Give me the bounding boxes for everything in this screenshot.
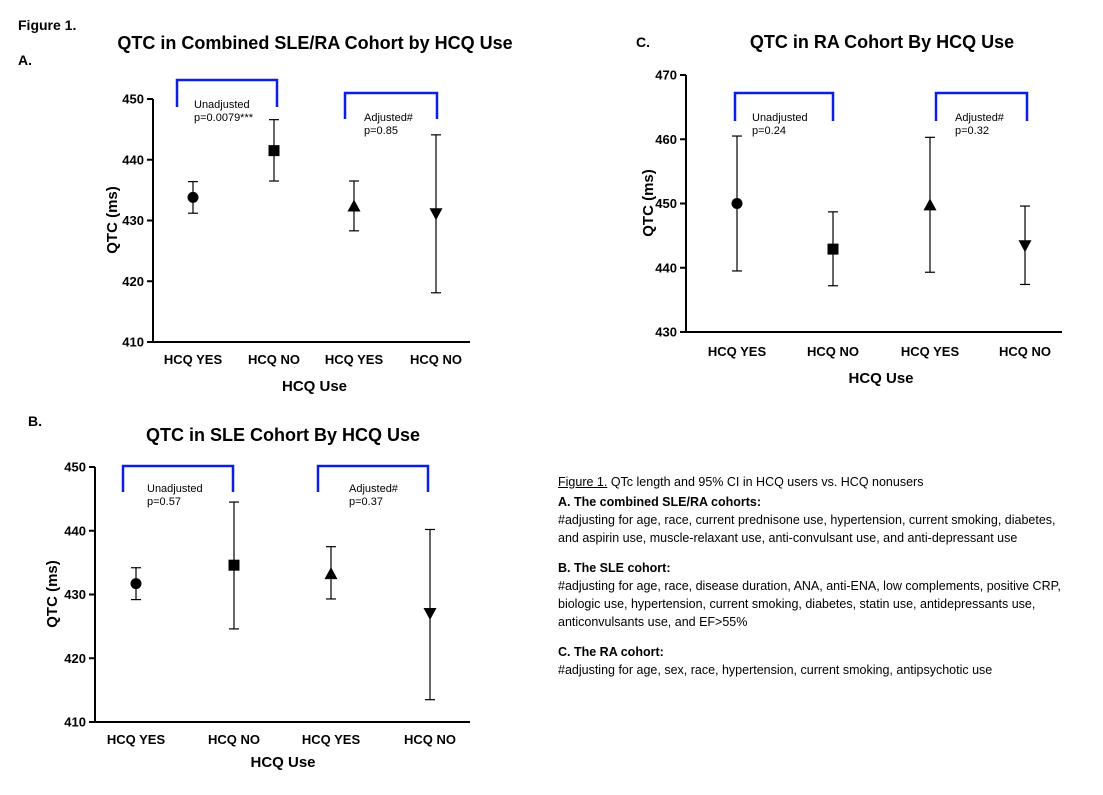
x-category-label: HCQ YES <box>901 344 960 359</box>
x-category-label: HCQ YES <box>325 352 384 367</box>
square-marker <box>228 559 240 571</box>
x-category-label: HCQ YES <box>164 352 223 367</box>
x-category-label: HCQ NO <box>410 352 462 367</box>
x-category-label: HCQ NO <box>248 352 300 367</box>
y-tick-label: 420 <box>64 651 86 666</box>
y-tick-label: 430 <box>64 587 86 602</box>
circle-marker <box>187 191 199 203</box>
comparison-bracket <box>343 91 439 119</box>
y-axis-title: QTC (ms) <box>640 169 657 237</box>
y-axis-title: QTC (ms) <box>44 560 61 628</box>
circle-marker <box>731 198 743 209</box>
p-value-annotation: Unadjusted <box>147 483 203 495</box>
legend-section-b-line: biologic use, hypertension, current smok… <box>558 597 1036 611</box>
comparison-bracket <box>934 91 1029 121</box>
y-axis-title: QTC (ms) <box>104 186 121 254</box>
legend-section-b-line: #adjusting for age, race, disease durati… <box>558 579 1061 593</box>
y-tick-label: 420 <box>122 274 144 289</box>
legend-section-c-heading: C. The RA cohort: <box>558 645 664 659</box>
x-category-label: HCQ YES <box>302 732 361 747</box>
x-category-label: HCQ YES <box>107 732 166 747</box>
x-axis-title: HCQ Use <box>848 370 913 387</box>
y-tick-label: 450 <box>64 460 86 475</box>
x-axis-title: HCQ Use <box>282 378 347 395</box>
triangle-down-marker <box>423 607 437 620</box>
x-category-label: HCQ NO <box>807 344 859 359</box>
x-category-label: HCQ YES <box>708 344 767 359</box>
p-value-annotation: Adjusted# <box>364 112 414 124</box>
chart-title: QTC in Combined SLE/RA Cohort by HCQ Use <box>117 33 512 53</box>
triangle-down-marker <box>429 208 443 221</box>
p-value-annotation: p=0.0079*** <box>194 112 254 124</box>
y-tick-label: 450 <box>655 196 677 211</box>
p-value-annotation: p=0.24 <box>752 125 786 137</box>
y-tick-label: 440 <box>64 523 86 538</box>
p-value-annotation: p=0.85 <box>364 125 398 137</box>
p-value-annotation: p=0.57 <box>147 496 181 508</box>
square-marker <box>827 243 839 255</box>
circle-marker <box>130 578 142 590</box>
legend-title-text: QTc length and 95% CI in HCQ users vs. H… <box>607 475 924 489</box>
panel-a-chart: A. QTC in Combined SLE/RA Cohort by HCQ U… <box>18 33 513 395</box>
p-value-annotation: Unadjusted <box>194 99 250 111</box>
y-tick-label: 410 <box>122 335 144 350</box>
x-axis-title: HCQ Use <box>250 754 315 771</box>
panel-b-chart: B. QTC in SLE Cohort By HCQ Use 410 420 430 4… <box>28 413 470 771</box>
y-tick-label: 440 <box>655 260 677 275</box>
comparison-bracket <box>733 91 835 121</box>
legend-section-b-line: anticonvulsants use, and EF>55% <box>558 615 748 629</box>
legend-section-c-line: #adjusting for age, sex, race, hypertens… <box>558 663 993 677</box>
y-tick-label: 460 <box>655 132 677 147</box>
x-category-label: HCQ NO <box>208 732 260 747</box>
panel-letter: B. <box>28 413 42 429</box>
legend-section-a-heading: A. The combined SLE/RA cohorts: <box>558 495 762 509</box>
legend-title: Figure 1. QTc length and 95% CI in HCQ u… <box>558 473 1098 491</box>
triangle-up-marker <box>347 199 361 212</box>
y-tick-label: 450 <box>122 92 144 107</box>
comparison-bracket <box>316 464 430 492</box>
p-value-annotation: Adjusted# <box>955 112 1005 124</box>
legend-section-a-line: #adjusting for age, race, current predni… <box>558 513 1056 527</box>
panel-letter: C. <box>636 34 650 50</box>
y-tick-label: 430 <box>655 325 677 340</box>
triangle-down-marker <box>1018 240 1032 253</box>
figure-legend: Figure 1. QTc length and 95% CI in HCQ u… <box>558 473 1098 679</box>
p-value-annotation: Unadjusted <box>752 112 808 124</box>
figure-label: Figure 1. <box>18 17 76 33</box>
chart-title: QTC in RA Cohort By HCQ Use <box>750 32 1014 52</box>
y-tick-label: 470 <box>655 68 677 83</box>
comparison-bracket <box>175 78 279 107</box>
triangle-up-marker <box>923 198 937 211</box>
y-tick-label: 430 <box>122 213 144 228</box>
p-value-annotation: Adjusted# <box>349 483 399 495</box>
legend-section-a-line: and aspirin use, muscle-relaxant use, an… <box>558 531 1018 545</box>
chart-title: QTC in SLE Cohort By HCQ Use <box>146 425 420 445</box>
y-tick-label: 440 <box>122 152 144 167</box>
triangle-up-marker <box>324 567 338 580</box>
square-marker <box>268 145 280 157</box>
p-value-annotation: p=0.32 <box>955 125 989 137</box>
y-tick-label: 410 <box>64 715 86 730</box>
legend-section-b-heading: B. The SLE cohort: <box>558 561 671 575</box>
p-value-annotation: p=0.37 <box>349 496 383 508</box>
x-category-label: HCQ NO <box>999 344 1051 359</box>
comparison-bracket <box>121 464 235 492</box>
panel-letter: A. <box>18 52 32 68</box>
panel-c-chart: C. QTC in RA Cohort By HCQ Use 430 440 450 46… <box>636 32 1062 387</box>
legend-title-label: Figure 1. <box>558 475 608 489</box>
x-category-label: HCQ NO <box>404 732 456 747</box>
